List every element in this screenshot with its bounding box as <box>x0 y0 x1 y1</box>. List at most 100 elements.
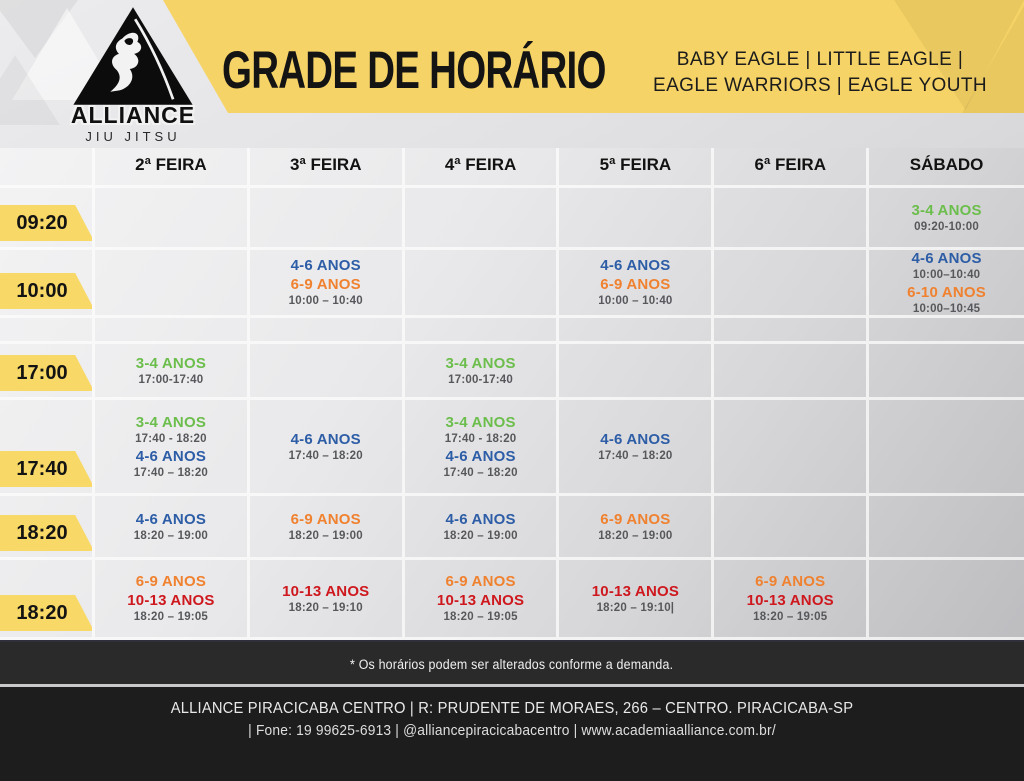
note-text: * Os horários podem ser alterados confor… <box>350 656 674 672</box>
time-chip: 18:20 <box>0 515 92 551</box>
class-age-group: 3-4 ANOS <box>445 354 516 372</box>
time-cell: 17:00 <box>0 344 95 400</box>
schedule-cell <box>249 188 405 250</box>
day-header: 5ª FEIRA <box>559 148 715 188</box>
schedule-cell <box>869 400 1024 496</box>
schedule-cell <box>404 188 560 250</box>
class-age-group: 10-13 ANOS <box>746 592 834 609</box>
schedule-cell: 10-13 ANOS 18:20 – 19:10| <box>559 560 715 640</box>
class-time-range: 18:20 – 19:10| <box>596 601 675 614</box>
class-age-group: 6-9 ANOS <box>755 573 826 590</box>
schedule-cell <box>95 318 250 344</box>
time-chip: 09:20 <box>0 205 92 241</box>
class-age-group: 4-6 ANOS <box>290 257 361 274</box>
schedule-cell <box>714 318 870 344</box>
program-names-line1: BABY EAGLE | LITTLE EAGLE | <box>676 49 964 70</box>
class-time-range: 10:00–10:45 <box>912 302 981 315</box>
day-header: 4ª FEIRA <box>404 148 560 188</box>
class-age-group: 6-9 ANOS <box>600 276 671 293</box>
header: GRADE DE HORÁRIO BABY EAGLE | LITTLE EAG… <box>0 0 1024 148</box>
day-header: 6ª FEIRA <box>714 148 870 188</box>
program-names: BABY EAGLE | LITTLE EAGLE | EAGLE WARRIO… <box>620 47 1020 99</box>
schedule-cell: 3-4 ANOS 17:00-17:40 <box>95 344 250 400</box>
day-header: 3ª FEIRA <box>249 148 405 188</box>
time-chip: 17:40 <box>0 451 92 487</box>
class-time-range: 18:20 – 19:00 <box>133 529 209 542</box>
day-header: 2ª FEIRA <box>95 148 250 188</box>
class-age-group: 4-6 ANOS <box>135 447 207 465</box>
schedule-cell <box>714 188 870 250</box>
note-bar: * Os horários podem ser alterados confor… <box>0 640 1024 686</box>
schedule-cell <box>249 344 405 400</box>
schedule-cell: 4-6 ANOS 17:40 – 18:20 <box>249 400 405 496</box>
schedule-cell: 4-6 ANOS 17:40 – 18:20 <box>559 400 715 496</box>
class-age-group: 6-9 ANOS <box>600 510 671 528</box>
class-time-range: 18:20 – 19:05 <box>753 611 828 623</box>
class-age-group: 4-6 ANOS <box>600 430 671 448</box>
class-age-group: 4-6 ANOS <box>911 250 982 267</box>
time-chip: 10:00 <box>0 273 92 309</box>
time-cell: 18:20 <box>0 496 95 560</box>
class-time-range: 10:00 – 10:40 <box>598 295 673 307</box>
schedule-cell: 3-4 ANOS 09:20-10:00 <box>869 188 1024 250</box>
schedule-cell <box>559 344 715 400</box>
class-time-range: 17:40 – 18:20 <box>443 466 518 479</box>
schedule-cell: 10-13 ANOS 18:20 – 19:10 <box>249 560 405 640</box>
schedule-cell: 3-4 ANOS 17:00-17:40 <box>404 344 560 400</box>
class-age-group: 4-6 ANOS <box>445 447 516 465</box>
schedule-cell: 4-6 ANOS 18:20 – 19:00 <box>95 496 250 560</box>
class-age-group: 10-13 ANOS <box>127 592 215 609</box>
schedule-cell: 4-6 ANOS 6-9 ANOS 10:00 – 10:40 <box>559 250 715 318</box>
time-cell: 17:40 <box>0 400 95 496</box>
schedule-cell: 4-6 ANOS 6-9 ANOS 10:00 – 10:40 <box>249 250 405 318</box>
time-chip: 18:20 <box>0 595 92 631</box>
time-cell: 09:20 <box>0 188 95 250</box>
schedule-cell: 4-6 ANOS 10:00–10:40 6-10 ANOS 10:00–10:45 <box>869 250 1024 318</box>
class-age-group: 3-4 ANOS <box>135 354 207 372</box>
schedule-cell <box>869 344 1024 400</box>
schedule-grid: 2ª FEIRA 3ª FEIRA 4ª FEIRA 5ª FEIRA 6ª FEIRA… <box>0 148 1024 640</box>
footer: ALLIANCE PIRACICABA CENTRO | R: PRUDENTE… <box>0 687 1024 781</box>
class-time-range: 18:20 – 19:05 <box>133 611 209 623</box>
schedule-cell <box>869 560 1024 640</box>
schedule-cell <box>869 496 1024 560</box>
class-time-range: 10:00 – 10:40 <box>288 295 363 307</box>
class-age-group: 10-13 ANOS <box>436 592 525 609</box>
schedule-cell <box>869 318 1024 344</box>
class-time-range: 10:00–10:40 <box>912 268 981 281</box>
class-age-group: 6-9 ANOS <box>135 573 207 590</box>
class-time-range: 17:00-17:40 <box>448 373 513 386</box>
footer-address: ALLIANCE PIRACICABA CENTRO | R: PRUDENTE… <box>170 700 854 717</box>
class-time-range: 17:40 - 18:20 <box>135 432 207 445</box>
schedule-cell <box>714 344 870 400</box>
schedule-cell: 6-9 ANOS 10-13 ANOS 18:20 – 19:05 <box>714 560 870 640</box>
class-age-group: 6-10 ANOS <box>907 283 986 301</box>
class-age-group: 6-9 ANOS <box>290 276 361 293</box>
class-time-range: 17:00-17:40 <box>138 373 204 386</box>
class-time-range: 18:20 – 19:05 <box>443 611 518 623</box>
day-header: SÁBADO <box>869 148 1024 188</box>
class-time-range: 17:40 – 18:20 <box>133 466 209 479</box>
schedule-cell: 6-9 ANOS 18:20 – 19:00 <box>249 496 405 560</box>
logo-wordmark: ALLIANCE <box>70 102 196 128</box>
page-title: GRADE DE HORÁRIO <box>222 41 606 101</box>
time-chip: 17:00 <box>0 355 92 391</box>
time-cell: 18:20 <box>0 560 95 640</box>
class-time-range: 09:20-10:00 <box>914 220 979 233</box>
schedule-cell: 4-6 ANOS 18:20 – 19:00 <box>404 496 560 560</box>
schedule-cell: 6-9 ANOS 10-13 ANOS 18:20 – 19:05 <box>404 560 560 640</box>
schedule-cell <box>95 250 250 318</box>
corner-cell <box>0 148 95 188</box>
schedule-cell <box>559 188 715 250</box>
class-time-range: 18:20 – 19:00 <box>288 529 363 542</box>
schedule-cell: 3-4 ANOS 17:40 - 18:20 4-6 ANOS 17:40 – 18:… <box>95 400 250 496</box>
yellow-banner <box>163 0 1024 113</box>
class-age-group: 4-6 ANOS <box>600 257 671 274</box>
class-age-group: 3-4 ANOS <box>911 201 982 219</box>
class-age-group: 6-9 ANOS <box>290 510 361 528</box>
class-age-group: 10-13 ANOS <box>282 582 370 600</box>
class-age-group: 4-6 ANOS <box>445 510 516 528</box>
program-names-line2: EAGLE WARRIORS | EAGLE YOUTH <box>653 75 987 96</box>
schedule-cell <box>95 188 250 250</box>
